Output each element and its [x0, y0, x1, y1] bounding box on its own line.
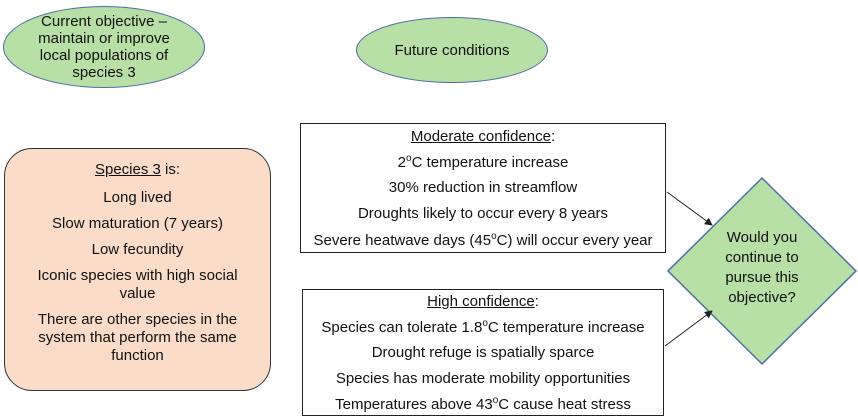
arrow-moderate-to-decision	[666, 191, 713, 226]
objective-line: maintain or improve	[38, 30, 170, 47]
high-item: Species can tolerate 1.8oC temperature i…	[321, 318, 645, 336]
high-item: Temperatures above 43oC cause heat stres…	[335, 395, 631, 413]
decision-diamond	[666, 176, 858, 366]
decision-line: continue to	[725, 249, 799, 266]
arrow-high-to-decision	[664, 310, 713, 347]
future-conditions-label: Future conditions	[394, 41, 510, 59]
moderate-item: 2oC temperature increase	[397, 153, 569, 171]
decision-question: Would you continue to pursue this object…	[707, 228, 817, 308]
decision-line: objective?	[728, 289, 796, 306]
high-item: Species has moderate mobility opportunit…	[335, 370, 631, 387]
species-item: There are other species in the	[37, 311, 238, 328]
species-heading: Species 3 is:	[94, 161, 181, 178]
moderate-item: 30% reduction in streamflow	[388, 179, 578, 196]
species-item: Low fecundity	[91, 241, 184, 258]
species-item: system that perform the same	[38, 329, 237, 346]
current-objective-ellipse: Current objective – maintain or improve …	[3, 6, 205, 88]
moderate-confidence-box: Moderate confidence: 2oC temperature inc…	[300, 123, 666, 253]
moderate-item: Severe heatwave days (45oC) will occur e…	[313, 231, 653, 249]
species-item: value	[119, 285, 156, 302]
species-item: Slow maturation (7 years)	[52, 215, 223, 232]
objective-line: local populations of	[39, 47, 169, 64]
species-item: function	[111, 347, 164, 364]
species-item: Iconic species with high social	[37, 267, 238, 284]
objective-line: species 3	[72, 64, 136, 81]
future-conditions-ellipse: Future conditions	[356, 17, 548, 83]
high-item: Drought refuge is spatially sparce	[371, 344, 595, 361]
decision-line: Would you	[726, 229, 798, 246]
decision-line: pursue this	[725, 269, 799, 286]
species-item: Long lived	[103, 189, 172, 206]
high-confidence-box: High confidence: Species can tolerate 1.…	[302, 289, 664, 416]
moderate-heading: Moderate confidence:	[410, 128, 556, 145]
high-heading: High confidence:	[427, 293, 539, 310]
objective-line: Current objective –	[41, 13, 167, 30]
moderate-item: Droughts likely to occur every 8 years	[357, 205, 609, 222]
species-info-box: Species 3 is: Long lived Slow maturation…	[4, 148, 271, 391]
